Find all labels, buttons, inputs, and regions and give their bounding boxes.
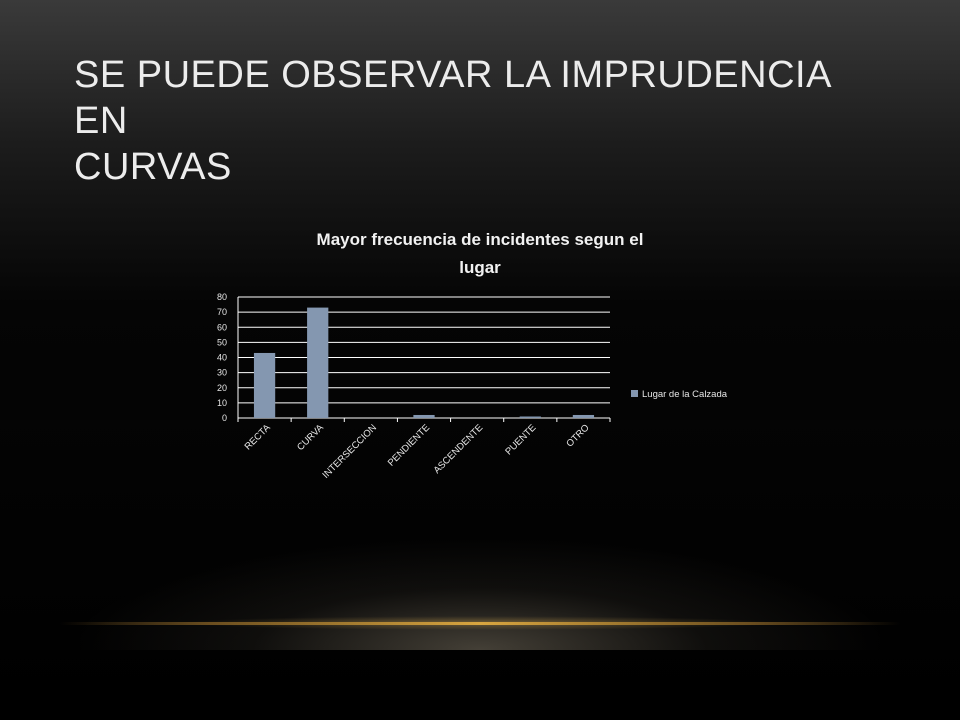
chart-title: Mayor frecuencia de incidentes segun el …: [316, 230, 644, 277]
legend: Lugar de la Calzada: [631, 389, 728, 400]
y-tick-label-50: 50: [217, 337, 227, 347]
x-category-label-curva: CURVA: [295, 422, 326, 453]
legend-label: Lugar de la Calzada: [642, 389, 728, 400]
y-tick-label-70: 70: [217, 307, 227, 317]
bar-otro: [572, 414, 595, 418]
x-category-label-otro: OTRO: [564, 422, 591, 449]
bar-curva: [307, 307, 329, 418]
bars: [253, 307, 595, 418]
x-category-label-ascendente: ASCENDENTE: [432, 422, 486, 476]
y-tick-label-20: 20: [217, 383, 227, 393]
gridlines: [238, 296, 610, 419]
x-category-label-pendiente: PENDIENTE: [386, 422, 432, 468]
y-tick-labels: 0 10 20 30 40 50 60 70 80: [217, 292, 227, 423]
x-category-label-puente: PUENTE: [503, 422, 538, 457]
y-tick-label-30: 30: [217, 368, 227, 378]
bar-recta: [253, 352, 276, 418]
y-tick-label-40: 40: [217, 353, 227, 363]
slide-title: SE PUEDE OBSERVAR LA IMPRUDENCIA EN CURV…: [74, 54, 830, 188]
bar-pendiente: [413, 414, 435, 418]
floor-glow-decoration: [80, 540, 880, 650]
y-tick-label-10: 10: [217, 398, 227, 408]
legend-swatch: [631, 390, 638, 397]
y-tick-label-80: 80: [217, 292, 227, 302]
y-tick-label-60: 60: [217, 322, 227, 332]
y-tick-label-0: 0: [222, 413, 227, 423]
bar-puente: [519, 416, 541, 418]
x-category-label-interseccion: INTERSECCION: [320, 422, 379, 481]
golden-floor-line: [60, 622, 900, 625]
x-category-label-recta: RECTA: [243, 422, 274, 453]
